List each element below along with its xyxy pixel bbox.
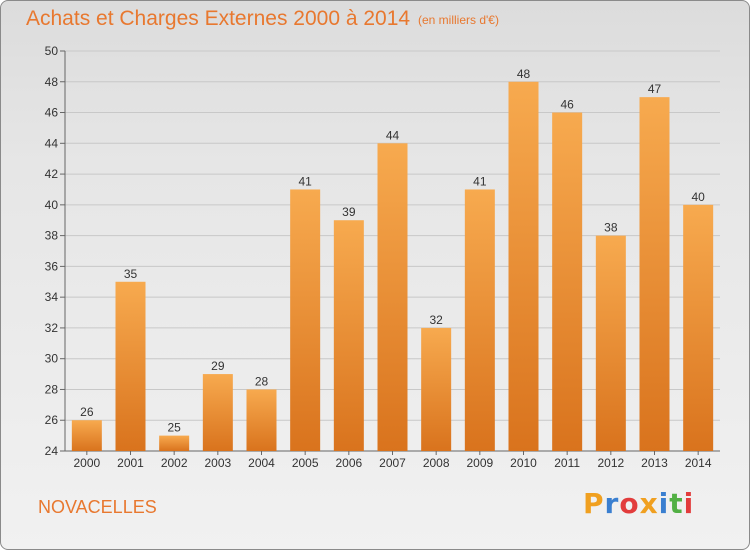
data-label-2003: 29 bbox=[211, 359, 225, 373]
bar-2001 bbox=[115, 281, 146, 451]
brand-letter: o bbox=[619, 487, 640, 520]
bar-2012 bbox=[595, 235, 626, 451]
y-tick-label: 50 bbox=[45, 44, 59, 58]
bar-2007 bbox=[377, 143, 408, 452]
brand-letter: i bbox=[683, 487, 695, 520]
brand-letter: r bbox=[604, 487, 620, 520]
x-tick-label-2009: 2009 bbox=[466, 456, 493, 470]
brand-letter: t bbox=[669, 487, 684, 520]
x-tick-label-2010: 2010 bbox=[510, 456, 537, 470]
y-tick-label: 44 bbox=[45, 136, 59, 150]
chart-subtitle: (en milliers d'€) bbox=[418, 13, 499, 27]
y-tick-label: 34 bbox=[45, 290, 59, 304]
bar-2011 bbox=[552, 112, 583, 452]
x-tick-label-2007: 2007 bbox=[379, 456, 406, 470]
y-tick-label: 40 bbox=[45, 198, 59, 212]
bar-2014 bbox=[683, 204, 714, 451]
x-tick-label-2012: 2012 bbox=[597, 456, 624, 470]
data-label-2009: 41 bbox=[473, 174, 487, 188]
y-tick-label: 24 bbox=[45, 444, 59, 458]
chart-title: Achats et Charges Externes 2000 à 2014 bbox=[26, 7, 411, 30]
y-tick-label: 46 bbox=[45, 106, 59, 120]
bar-2003 bbox=[202, 374, 233, 451]
data-label-2006: 39 bbox=[342, 205, 356, 219]
brand-letter: P bbox=[583, 487, 605, 520]
x-tick-label-2000: 2000 bbox=[73, 456, 100, 470]
data-label-2010: 48 bbox=[517, 67, 531, 81]
bar-2013 bbox=[639, 97, 670, 452]
x-tick-label-2001: 2001 bbox=[117, 456, 144, 470]
bar-2000 bbox=[71, 420, 102, 451]
y-tick-label: 42 bbox=[45, 167, 59, 181]
x-tick-label-2002: 2002 bbox=[161, 456, 188, 470]
x-tick-label-2004: 2004 bbox=[248, 456, 275, 470]
data-label-2012: 38 bbox=[604, 221, 618, 235]
y-tick-label: 36 bbox=[45, 259, 59, 273]
x-tick-label-2011: 2011 bbox=[554, 456, 580, 470]
y-tick-label: 28 bbox=[45, 382, 59, 396]
bar-2002 bbox=[159, 435, 190, 451]
brand-letter: i bbox=[658, 487, 670, 520]
data-label-2004: 28 bbox=[255, 374, 269, 388]
proxiti-logo[interactable]: Proxiti bbox=[583, 487, 694, 520]
x-tick-label-2014: 2014 bbox=[685, 456, 712, 470]
x-tick-label-2008: 2008 bbox=[423, 456, 450, 470]
x-tick-label-2003: 2003 bbox=[204, 456, 231, 470]
y-tick-label: 38 bbox=[45, 229, 59, 243]
data-label-2013: 47 bbox=[648, 82, 662, 96]
data-labels: 26 35 25 29 28 41 39 44 32 41 48 46 38 47 40 bbox=[80, 67, 705, 435]
bar-2004 bbox=[246, 389, 277, 451]
bar-2006 bbox=[333, 220, 364, 451]
y-tick-label: 32 bbox=[45, 321, 59, 335]
data-label-2002: 25 bbox=[167, 421, 181, 435]
bar-2009 bbox=[464, 189, 495, 451]
y-tick-label: 26 bbox=[45, 413, 59, 427]
data-label-2011: 46 bbox=[560, 98, 574, 112]
bar-2010 bbox=[508, 81, 539, 452]
x-tick-label-2006: 2006 bbox=[335, 456, 362, 470]
y-tick-label: 48 bbox=[45, 75, 59, 89]
bars bbox=[71, 81, 714, 452]
data-label-2001: 35 bbox=[124, 267, 138, 281]
data-label-2008: 32 bbox=[429, 313, 443, 327]
data-label-2014: 40 bbox=[691, 190, 705, 204]
data-label-2000: 26 bbox=[80, 405, 94, 419]
x-tick-label-2005: 2005 bbox=[292, 456, 319, 470]
bar-2005 bbox=[290, 189, 321, 451]
bar-2008 bbox=[421, 327, 452, 451]
y-tick-label: 30 bbox=[45, 352, 59, 366]
data-label-2007: 44 bbox=[386, 128, 400, 142]
commune-name: NOVACELLES bbox=[38, 497, 157, 517]
x-tick-label-2013: 2013 bbox=[641, 456, 668, 470]
data-label-2005: 41 bbox=[298, 174, 312, 188]
brand-letter: x bbox=[639, 487, 659, 520]
